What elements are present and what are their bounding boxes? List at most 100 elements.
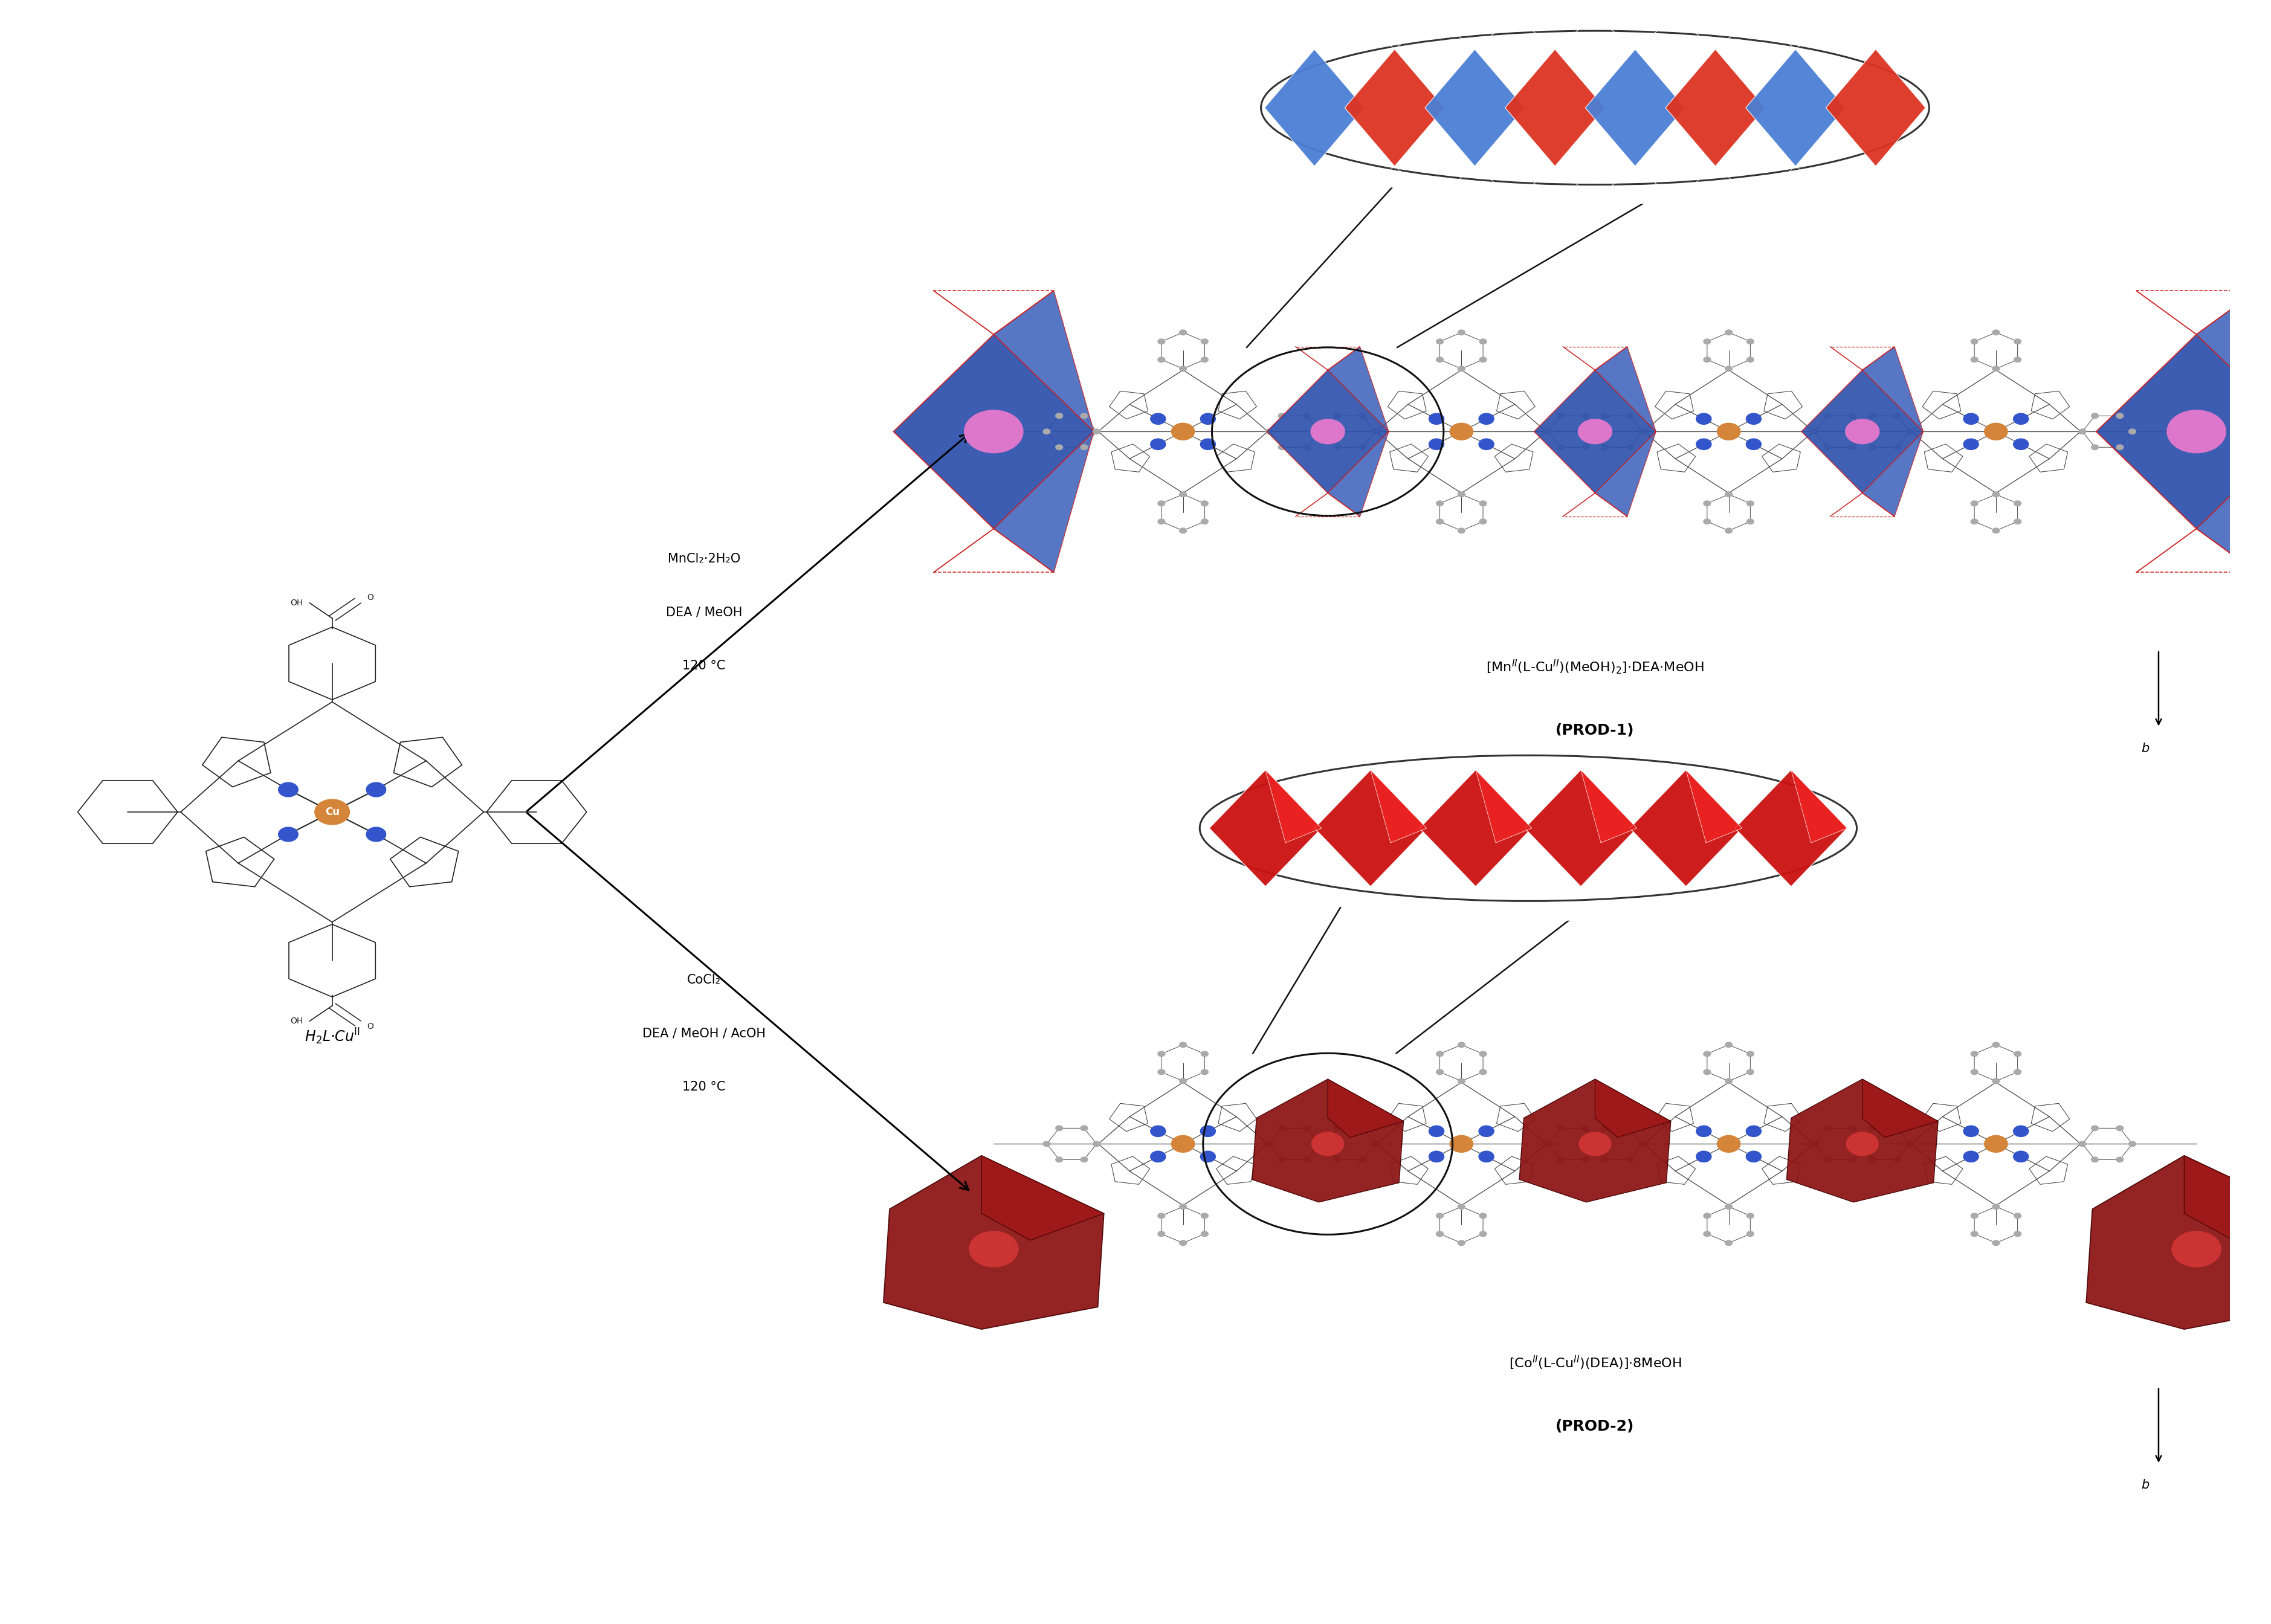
Circle shape [2167,411,2226,453]
Circle shape [1640,429,1646,434]
Circle shape [1849,1125,1855,1130]
Circle shape [2014,1125,2028,1137]
Polygon shape [1735,770,1846,887]
Circle shape [1726,1241,1733,1246]
Circle shape [1855,429,1862,434]
Circle shape [1556,412,1565,419]
Circle shape [1151,438,1165,450]
Circle shape [1201,1051,1208,1057]
Circle shape [1590,429,1597,434]
Circle shape [1201,520,1208,525]
Circle shape [1746,1213,1753,1218]
Circle shape [1310,419,1344,443]
Circle shape [1626,1156,1633,1163]
Circle shape [1846,1132,1878,1156]
Circle shape [1322,429,1329,434]
Circle shape [1726,1078,1733,1083]
Polygon shape [1594,346,1656,432]
Polygon shape [883,1156,1104,1330]
Circle shape [1092,1142,1099,1147]
Circle shape [1158,339,1165,344]
Circle shape [1581,1156,1590,1163]
Circle shape [1315,1142,1324,1147]
Circle shape [1372,1142,1378,1147]
Circle shape [1544,429,1551,434]
Circle shape [1458,330,1465,335]
Circle shape [1056,1156,1063,1163]
Circle shape [1201,414,1215,424]
Polygon shape [1519,1078,1671,1202]
Circle shape [1703,357,1710,362]
Circle shape [1726,1203,1733,1210]
Polygon shape [2087,1156,2271,1330]
Polygon shape [1329,346,1390,432]
Circle shape [1358,1156,1367,1163]
Polygon shape [1208,770,1322,887]
Circle shape [1081,412,1088,419]
Circle shape [1992,1043,1998,1047]
Circle shape [1869,1156,1876,1163]
Circle shape [1435,339,1444,344]
Circle shape [1824,445,1830,450]
Polygon shape [2196,432,2271,572]
Circle shape [1726,492,1733,497]
Circle shape [2014,414,2028,424]
Circle shape [279,827,298,841]
Circle shape [1905,429,1912,434]
Circle shape [2014,520,2021,525]
Polygon shape [1581,770,1637,843]
Circle shape [1304,1156,1310,1163]
Circle shape [1478,520,1488,525]
Circle shape [2128,429,2135,434]
Circle shape [1578,419,1612,443]
Circle shape [1428,1151,1444,1163]
Circle shape [1590,1142,1597,1147]
Circle shape [1894,412,1901,419]
Circle shape [1279,1125,1285,1130]
Circle shape [2014,1213,2021,1218]
Circle shape [1812,1142,1819,1147]
Polygon shape [2096,335,2271,529]
Circle shape [1151,1151,1165,1163]
Text: b: b [2142,1479,2148,1491]
Circle shape [1703,1070,1710,1075]
Polygon shape [1524,770,1637,887]
Text: Cu: Cu [325,807,338,817]
Polygon shape [1265,770,1322,843]
Circle shape [1824,412,1830,419]
Circle shape [1869,445,1876,450]
Polygon shape [1826,49,1926,166]
Circle shape [1824,1156,1830,1163]
Circle shape [1304,1125,1310,1130]
Circle shape [1201,1231,1208,1236]
Circle shape [1992,1241,1998,1246]
Circle shape [1158,1070,1165,1075]
Circle shape [1581,445,1590,450]
Circle shape [1703,520,1710,525]
Circle shape [1478,1070,1488,1075]
Polygon shape [893,335,1095,529]
Circle shape [1862,1142,1869,1147]
Circle shape [1849,445,1855,450]
Circle shape [2128,1142,2135,1147]
Polygon shape [1267,370,1390,494]
Circle shape [1964,414,1978,424]
Polygon shape [1344,49,1444,166]
Circle shape [2014,1231,2021,1236]
Polygon shape [1535,370,1656,494]
Circle shape [1971,500,1978,507]
Circle shape [2078,1142,2087,1147]
Circle shape [1556,445,1565,450]
Polygon shape [1787,1078,1937,1202]
Circle shape [1556,1125,1565,1130]
Polygon shape [1631,770,1742,887]
Circle shape [1849,412,1855,419]
Circle shape [1726,528,1733,533]
Circle shape [1478,357,1488,362]
Circle shape [1717,1135,1740,1153]
Polygon shape [1265,49,1365,166]
Circle shape [1971,339,1978,344]
Circle shape [1894,1156,1901,1163]
Circle shape [1581,412,1590,419]
Circle shape [2014,500,2021,507]
